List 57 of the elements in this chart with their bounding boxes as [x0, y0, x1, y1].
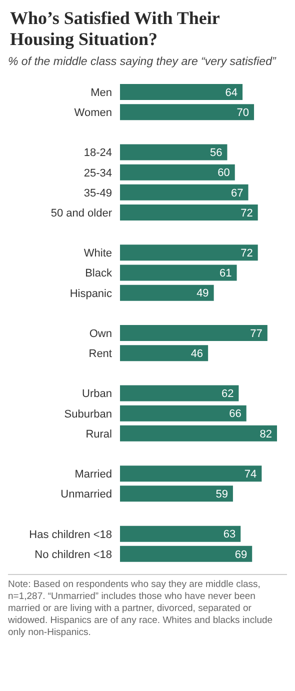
bar [120, 184, 248, 200]
data-label: 49 [196, 288, 209, 300]
y-tick-label: Hispanic [70, 288, 112, 300]
data-label: 63 [223, 528, 236, 541]
data-label: 70 [236, 106, 250, 119]
bar [120, 204, 258, 220]
text: Note: Based on respondents who say they are middle class, n=1,287. “Unmarried” includes those who have never been married or are living with a partner, divorced, separated or widowed. Hispanics are of any race. Whites and blacks include only non-Hispanics. [8, 574, 287, 639]
data-label: 77 [250, 328, 262, 340]
bar [120, 466, 262, 482]
data-label: 60 [218, 167, 230, 180]
data-label: 46 [190, 348, 204, 360]
y-tick-label: 18-24 [84, 147, 112, 160]
y-tick-label: Men [90, 86, 112, 99]
bar [120, 164, 235, 180]
y-tick-label: Urban [82, 388, 112, 400]
bar [120, 345, 208, 362]
data-label: 62 [221, 388, 234, 400]
bar [120, 325, 268, 341]
data-label: 61 [220, 268, 232, 280]
y-tick-label: 50 and older [50, 207, 112, 220]
bar [120, 526, 241, 542]
data-label: 67 [231, 187, 244, 200]
data-label: 72 [240, 207, 253, 220]
data-label: 56 [210, 147, 222, 160]
bar [120, 264, 237, 281]
y-tick-label: Own [89, 328, 112, 340]
data-label: 74 [244, 468, 257, 480]
y-tick-label: Rural [86, 428, 112, 440]
data-label: 66 [229, 408, 242, 420]
y-tick-label: Rent [88, 348, 112, 360]
y-tick-label: Women [74, 107, 112, 120]
y-tick-label: Married [74, 468, 112, 481]
bar [120, 284, 214, 301]
y-tick-label: White [84, 248, 112, 260]
data-label: 69 [234, 548, 248, 561]
bar [120, 244, 258, 261]
data-label: 82 [260, 428, 272, 440]
y-tick-label: 35-49 [84, 187, 112, 200]
data-label: 59 [216, 488, 228, 501]
bar [120, 405, 246, 422]
data-label: 64 [225, 86, 238, 99]
bar [120, 425, 277, 442]
bar [120, 104, 254, 120]
y-tick-label: Suburban [64, 408, 112, 420]
y-tick-label: Has children <18 [29, 528, 112, 541]
chart-title: Who’s Satisfied With Their Housing Situation? [9, 8, 221, 50]
bar [120, 84, 243, 100]
bar [120, 144, 228, 160]
bar [120, 546, 252, 562]
y-tick-label: No children <18 [34, 548, 112, 561]
bar [120, 486, 233, 502]
chart-subtitle: % of the middle class saying they are “very satisfied” [8, 56, 278, 68]
data-label: 72 [240, 248, 253, 260]
y-tick-label: Unmarried [60, 488, 112, 501]
y-tick-label: 25-34 [84, 167, 112, 180]
y-tick-label: Black [85, 268, 112, 280]
bar [120, 385, 239, 402]
